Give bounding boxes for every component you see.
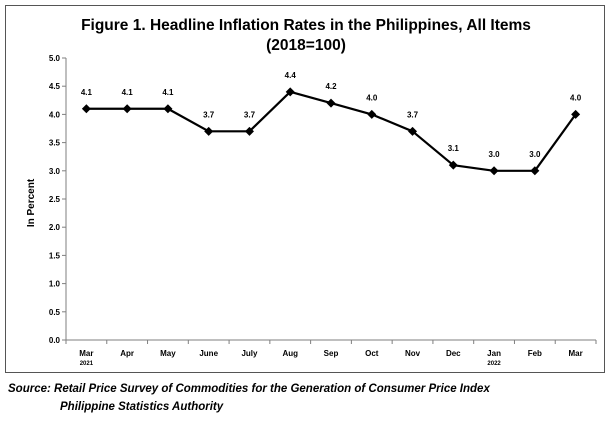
y-tick-label: 3.0 [49, 167, 61, 176]
y-axis-title: In Percent [26, 178, 37, 227]
x-year-label: 2021 [80, 361, 94, 367]
data-label: 3.7 [244, 110, 256, 119]
x-tick-label: Nov [405, 349, 421, 358]
x-tick-label: May [160, 349, 176, 358]
data-point-marker [204, 126, 214, 136]
data-label: 3.7 [203, 110, 215, 119]
source-note: Source: Retail Price Survey of Commoditi… [8, 380, 490, 416]
y-tick-label: 5.0 [49, 54, 61, 63]
data-label: 4.2 [325, 82, 337, 91]
data-label: 4.1 [122, 88, 134, 97]
y-tick-label: 0.0 [49, 336, 61, 345]
data-point-marker [489, 166, 499, 176]
data-label: 3.1 [448, 144, 460, 153]
data-label: 4.4 [285, 71, 297, 80]
y-tick-label: 0.5 [49, 308, 61, 317]
data-point-marker [448, 160, 458, 170]
line-chart: Figure 1. Headline Inflation Rates in th… [26, 17, 597, 367]
data-point-marker [81, 104, 91, 114]
x-tick-label: Feb [528, 349, 542, 358]
x-tick-label: June [199, 349, 218, 358]
data-point-marker [367, 109, 377, 119]
x-axis: Mar Apr May June July Aug Sep Oct Nov Dec Jan Feb Ma… [65, 339, 597, 367]
data-label: 3.0 [489, 150, 501, 159]
x-tick-label: Jan [487, 349, 501, 358]
y-tick-label: 2.5 [49, 195, 61, 204]
x-tick-label: Dec [446, 349, 461, 358]
x-year-label: 2022 [487, 361, 501, 367]
data-label: 3.0 [529, 150, 541, 159]
y-tick-label: 4.0 [49, 110, 61, 119]
data-label: 4.1 [81, 88, 93, 97]
chart-title: Figure 1. Headline Inflation Rates in th… [81, 17, 531, 34]
data-point-marker [163, 104, 173, 114]
data-label: 4.0 [366, 93, 378, 102]
data-point-marker [122, 104, 132, 114]
data-label: 3.7 [407, 110, 419, 119]
chart-subtitle: (2018=100) [266, 37, 346, 54]
data-point-marker [285, 87, 295, 97]
y-tick-label: 4.5 [49, 82, 61, 91]
x-tick-label: Oct [365, 349, 379, 358]
chart-frame: Figure 1. Headline Inflation Rates in th… [5, 5, 605, 373]
data-point-marker [326, 98, 336, 108]
y-tick-label: 2.0 [49, 223, 61, 232]
y-tick-label: 1.5 [49, 251, 61, 260]
x-tick-label: Aug [282, 349, 298, 358]
data-label: 4.1 [162, 88, 174, 97]
data-point-marker [244, 126, 254, 136]
data-label: 4.0 [570, 93, 582, 102]
x-tick-label: Mar [568, 349, 582, 358]
y-axis: 0.0 0.5 1.0 1.5 2.0 2.5 3.0 3.5 4.0 4.5 5.0 [49, 54, 67, 345]
source-line-2: Philippine Statistics Authority [60, 401, 224, 413]
data-point-marker [571, 109, 581, 119]
x-tick-label: Apr [120, 349, 134, 358]
data-point-marker [530, 166, 540, 176]
x-tick-label: Mar [79, 349, 93, 358]
x-tick-label: Sep [324, 349, 339, 358]
source-line-1: Source: Retail Price Survey of Commoditi… [8, 383, 490, 395]
y-tick-label: 1.0 [49, 280, 61, 289]
x-tick-label: July [241, 349, 258, 358]
series: 4.1 4.1 4.1 3.7 3.7 4.4 4.2 4.0 3.7 3.1 3.0 3.0 4.0 [81, 71, 582, 176]
data-point-marker [408, 126, 418, 136]
y-tick-label: 3.5 [49, 139, 61, 148]
